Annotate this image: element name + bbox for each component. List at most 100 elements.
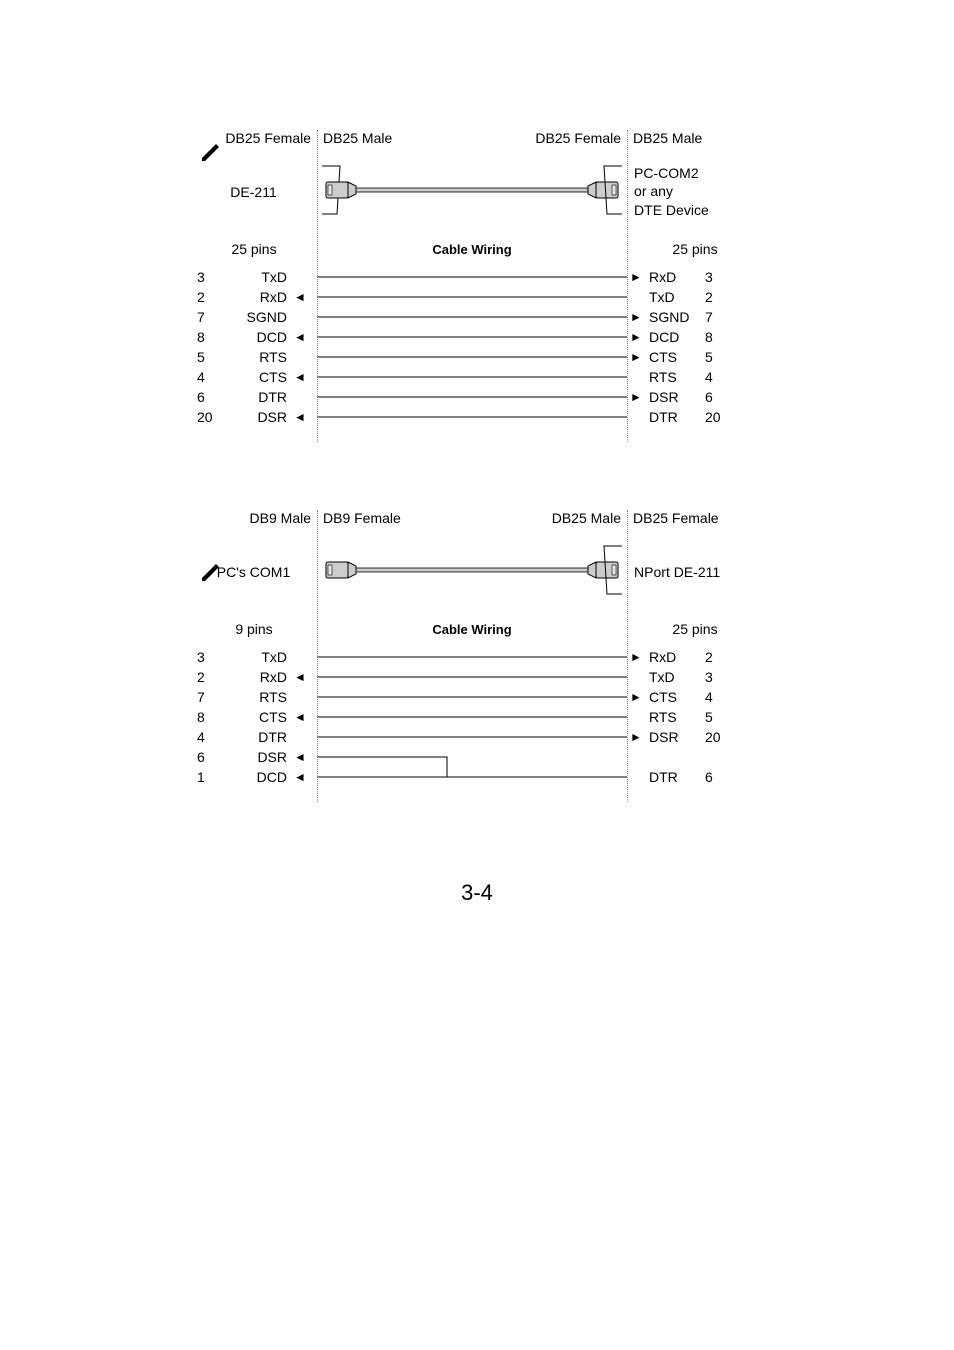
device-right: PC-COM2 or any DTE Device — [628, 164, 757, 219]
pin-row: RTS4 — [627, 367, 757, 387]
pin-row: 8CTS◄ — [197, 707, 317, 727]
pin-number: 5 — [705, 709, 739, 725]
pin-row: DTR20 — [627, 407, 757, 427]
pin-number: 5 — [705, 349, 739, 365]
pin-row: 8DCD◄ — [197, 327, 317, 347]
pin-number: 4 — [705, 689, 739, 705]
pin-number: 20 — [705, 729, 739, 745]
pin-row: 2RxD◄ — [197, 667, 317, 687]
connector-row: PC's COM1 NPort DE-211 — [197, 540, 757, 603]
pin-number: 6 — [197, 389, 231, 405]
pin-signal: RTS — [231, 349, 291, 365]
cable-wiring-row: 25 pins Cable Wiring 25 pins — [197, 241, 757, 257]
pin-signal: TxD — [231, 269, 291, 285]
cable-wiring-label: Cable Wiring — [432, 242, 511, 257]
pins-right: ►RxD2TxD3►CTS4RTS5►DSR20DTR6 — [627, 647, 757, 800]
pin-signal: RxD — [645, 269, 705, 285]
pin-signal: CTS — [231, 369, 291, 385]
pin-signal: DTR — [645, 769, 705, 785]
pin-row: 2RxD◄ — [197, 287, 317, 307]
page-number: 3-4 — [0, 880, 954, 906]
pin-signal: SGND — [645, 309, 705, 325]
pin-number: 8 — [197, 329, 231, 345]
pin-row: 5RTS — [197, 347, 317, 367]
cable-wiring-row: 9 pins Cable Wiring 25 pins — [197, 621, 757, 637]
pin-row: ►DCD8 — [627, 327, 757, 347]
pins-right: ►RxD3TxD2►SGND7►DCD8►CTS5RTS4►DSR6DTR20 — [627, 267, 757, 430]
pin-signal: DTR — [645, 409, 705, 425]
pin-signal: RTS — [645, 369, 705, 385]
arrow-icon: ► — [627, 650, 645, 664]
arrow-icon: ◄ — [291, 290, 309, 304]
pin-row: 1DCD◄ — [197, 767, 317, 787]
pin-row: ►DSR6 — [627, 387, 757, 407]
arrow-icon: ► — [627, 270, 645, 284]
divider-left — [317, 130, 318, 442]
arrow-icon: ◄ — [291, 410, 309, 424]
pin-signal: RxD — [231, 289, 291, 305]
pincount-right: 25 pins — [627, 621, 757, 637]
header-row: DB25 Female DB25 Male DB25 Female DB25 M… — [197, 130, 757, 146]
pin-number: 1 — [197, 769, 231, 785]
pin-rows: 3TxD2RxD◄7RTS8CTS◄4DTR6DSR◄1DCD◄ ►RxD2Tx… — [197, 647, 757, 800]
pin-signal: DCD — [231, 769, 291, 785]
pin-signal: CTS — [645, 349, 705, 365]
pincount-right: 25 pins — [627, 241, 757, 257]
pin-row: ►CTS5 — [627, 347, 757, 367]
pin-row: 3TxD — [197, 647, 317, 667]
pin-signal: SGND — [231, 309, 291, 325]
pin-row: 7RTS — [197, 687, 317, 707]
cable-svg — [322, 160, 622, 220]
cable-wiring-label: Cable Wiring — [432, 622, 511, 637]
conn-c-label: DB25 Female — [497, 130, 627, 146]
arrow-icon: ◄ — [291, 330, 309, 344]
arrow-icon: ► — [627, 330, 645, 344]
pincount-left: 9 pins — [197, 621, 317, 637]
arrow-icon: ► — [627, 310, 645, 324]
pin-signal: DCD — [231, 329, 291, 345]
cable-svg — [322, 540, 622, 600]
device-left: PC's COM1 — [197, 564, 316, 580]
pin-signal: DTR — [231, 729, 291, 745]
pin-row: 6DTR — [197, 387, 317, 407]
pin-number: 2 — [705, 289, 739, 305]
pin-signal: TxD — [231, 649, 291, 665]
pins-left: 3TxD2RxD◄7RTS8CTS◄4DTR6DSR◄1DCD◄ — [197, 647, 317, 800]
divider-right — [627, 510, 628, 802]
wiring-svg-1 — [317, 267, 627, 427]
arrow-icon: ► — [627, 690, 645, 704]
pin-signal: RxD — [231, 669, 291, 685]
diagram-1: DB25 Female DB25 Male DB25 Female DB25 M… — [197, 130, 757, 430]
pin-row: ►RxD3 — [627, 267, 757, 287]
pin-number: 6 — [705, 389, 739, 405]
arrow-icon: ◄ — [291, 670, 309, 684]
pin-signal: TxD — [645, 289, 705, 305]
device-right-l1: PC-COM2 — [634, 165, 699, 181]
conn-d-label: DB25 Female — [627, 510, 757, 526]
pin-number: 2 — [197, 669, 231, 685]
pin-number: 8 — [705, 329, 739, 345]
pin-number: 5 — [197, 349, 231, 365]
pin-row: ►SGND7 — [627, 307, 757, 327]
pin-number: 3 — [705, 669, 739, 685]
pin-row: ►CTS4 — [627, 687, 757, 707]
pin-row: 3TxD — [197, 267, 317, 287]
pin-number: 6 — [197, 749, 231, 765]
conn-b-label: DB9 Female — [317, 510, 497, 526]
pin-number: 20 — [197, 409, 231, 425]
pin-signal: TxD — [645, 669, 705, 685]
pin-number: 3 — [705, 269, 739, 285]
pin-number: 4 — [197, 369, 231, 385]
page: DB25 Female DB25 Male DB25 Female DB25 M… — [0, 130, 954, 906]
pin-number: 3 — [197, 269, 231, 285]
pin-signal: CTS — [645, 689, 705, 705]
conn-a-label: DB9 Male — [197, 510, 317, 526]
pin-row: TxD3 — [627, 667, 757, 687]
pin-row: ►DSR20 — [627, 727, 757, 747]
arrow-icon: ► — [627, 730, 645, 744]
wiring-svg-2 — [317, 647, 627, 797]
pin-row: 4CTS◄ — [197, 367, 317, 387]
pin-row: 6DSR◄ — [197, 747, 317, 767]
pin-signal: DSR — [231, 409, 291, 425]
arrow-icon: ► — [627, 390, 645, 404]
